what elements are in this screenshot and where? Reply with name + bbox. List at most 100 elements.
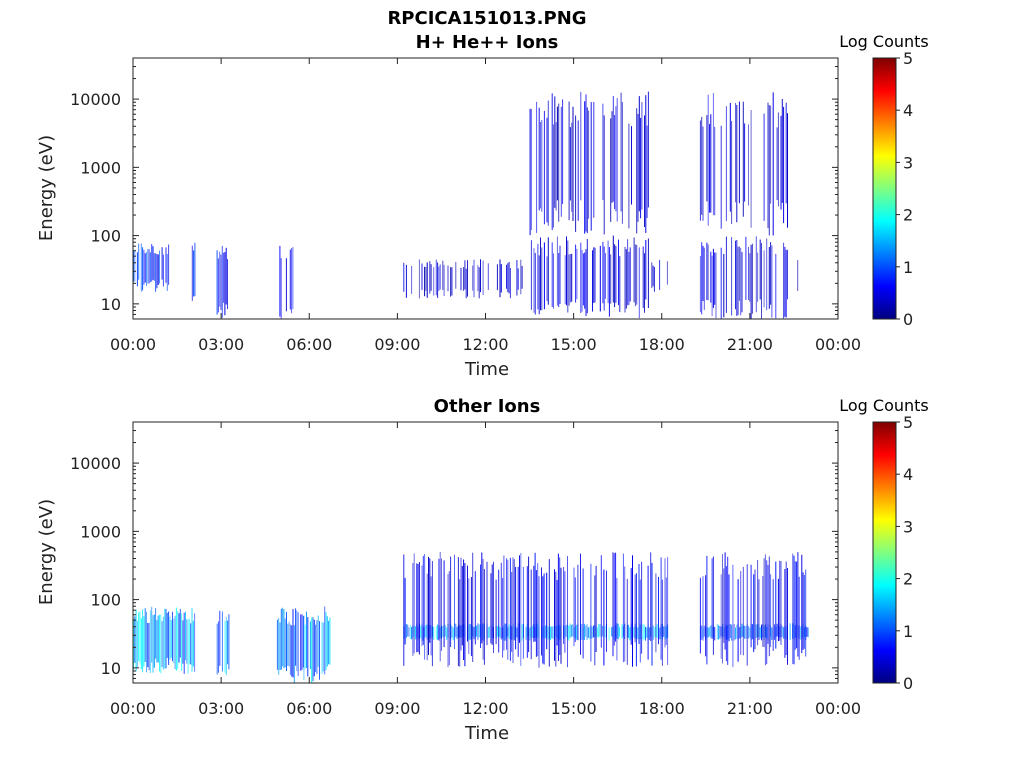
count-strip bbox=[546, 117, 548, 223]
x-tick-label: 06:00 bbox=[286, 335, 332, 354]
count-strip bbox=[548, 559, 550, 667]
count-strip bbox=[715, 252, 717, 319]
count-strip bbox=[584, 252, 586, 309]
count-strip bbox=[533, 248, 535, 313]
count-strip bbox=[455, 262, 457, 289]
count-strip bbox=[160, 614, 162, 674]
count-strip bbox=[742, 101, 744, 217]
count-strip bbox=[162, 616, 164, 670]
count-strip bbox=[794, 561, 796, 650]
count-strip bbox=[805, 569, 807, 657]
count-strip bbox=[645, 95, 647, 233]
count-strip bbox=[519, 555, 520, 643]
count-strip bbox=[780, 115, 782, 210]
count-strip bbox=[728, 574, 730, 642]
count-strip bbox=[517, 268, 519, 290]
spectrogram-region bbox=[699, 552, 807, 667]
x-tick-label: 03:00 bbox=[198, 699, 244, 718]
count-strip bbox=[447, 573, 449, 668]
count-strip bbox=[727, 556, 729, 665]
count-strip bbox=[193, 250, 195, 297]
count-strip bbox=[550, 626, 552, 641]
count-strip bbox=[513, 559, 515, 641]
count-strip bbox=[616, 577, 618, 661]
count-strip bbox=[156, 254, 158, 289]
count-strip bbox=[134, 616, 136, 663]
count-strip bbox=[486, 561, 488, 646]
count-strip bbox=[152, 615, 154, 673]
count-strip bbox=[732, 564, 734, 667]
count-strip bbox=[581, 250, 583, 312]
count-strip bbox=[723, 254, 725, 318]
count-strip bbox=[421, 263, 423, 290]
count-strip bbox=[718, 625, 720, 640]
count-strip bbox=[161, 247, 163, 280]
count-strip bbox=[792, 553, 794, 665]
count-strip bbox=[470, 577, 472, 657]
count-strip bbox=[650, 552, 652, 641]
plot-frame bbox=[132, 421, 839, 684]
count-strip bbox=[785, 102, 787, 204]
count-strip bbox=[457, 557, 459, 667]
count-strip bbox=[172, 611, 173, 662]
count-strip bbox=[280, 258, 282, 319]
count-strip bbox=[615, 245, 617, 303]
count-strip bbox=[278, 618, 280, 675]
count-strip bbox=[599, 245, 601, 312]
count-strip bbox=[532, 625, 533, 638]
count-strip bbox=[751, 624, 753, 640]
count-strip bbox=[324, 606, 326, 675]
count-strip bbox=[761, 624, 762, 641]
count-strip bbox=[149, 610, 151, 673]
count-strip bbox=[568, 254, 570, 306]
count-strip bbox=[768, 247, 770, 309]
count-strip bbox=[729, 102, 731, 212]
x-tick-label: 15:00 bbox=[551, 699, 597, 718]
count-strip bbox=[148, 623, 150, 671]
count-strip bbox=[538, 107, 540, 211]
count-strip bbox=[748, 124, 749, 206]
spectrogram bbox=[133, 552, 809, 683]
spectrogram-region bbox=[403, 552, 669, 668]
count-strip bbox=[459, 579, 461, 667]
count-strip bbox=[534, 253, 536, 315]
count-strip bbox=[452, 627, 454, 641]
count-strip bbox=[473, 627, 475, 640]
count-strip bbox=[282, 607, 284, 667]
count-strip bbox=[735, 627, 736, 640]
count-strip bbox=[619, 626, 620, 637]
count-strip bbox=[500, 562, 502, 640]
count-strip bbox=[758, 579, 760, 640]
count-strip bbox=[663, 626, 665, 637]
x-tick-label: 09:00 bbox=[374, 699, 420, 718]
count-strip bbox=[631, 126, 632, 205]
count-strip bbox=[426, 573, 428, 661]
count-strip bbox=[785, 249, 787, 318]
count-strip bbox=[465, 268, 467, 299]
x-axis-label: Time bbox=[464, 359, 509, 380]
colorbar bbox=[872, 421, 897, 684]
count-strip bbox=[446, 627, 448, 640]
count-strip bbox=[731, 624, 733, 641]
count-strip bbox=[749, 253, 751, 302]
count-strip bbox=[802, 572, 804, 650]
count-strip bbox=[478, 267, 480, 299]
count-strip bbox=[699, 256, 701, 313]
count-strip bbox=[741, 623, 743, 638]
count-strip bbox=[540, 237, 541, 311]
count-strip bbox=[156, 620, 158, 663]
count-strip bbox=[530, 240, 532, 310]
count-strip bbox=[216, 250, 218, 315]
count-strip bbox=[179, 609, 181, 658]
count-strip bbox=[155, 253, 157, 292]
x-tick-label: 00:00 bbox=[815, 335, 861, 354]
count-strip bbox=[319, 621, 320, 680]
count-strip bbox=[738, 627, 740, 639]
count-strip bbox=[660, 557, 662, 660]
count-strip bbox=[749, 627, 751, 638]
count-strip bbox=[767, 102, 769, 229]
count-strip bbox=[710, 114, 712, 213]
spectrogram-region bbox=[133, 243, 170, 292]
count-strip bbox=[312, 617, 314, 682]
count-strip bbox=[620, 92, 622, 212]
